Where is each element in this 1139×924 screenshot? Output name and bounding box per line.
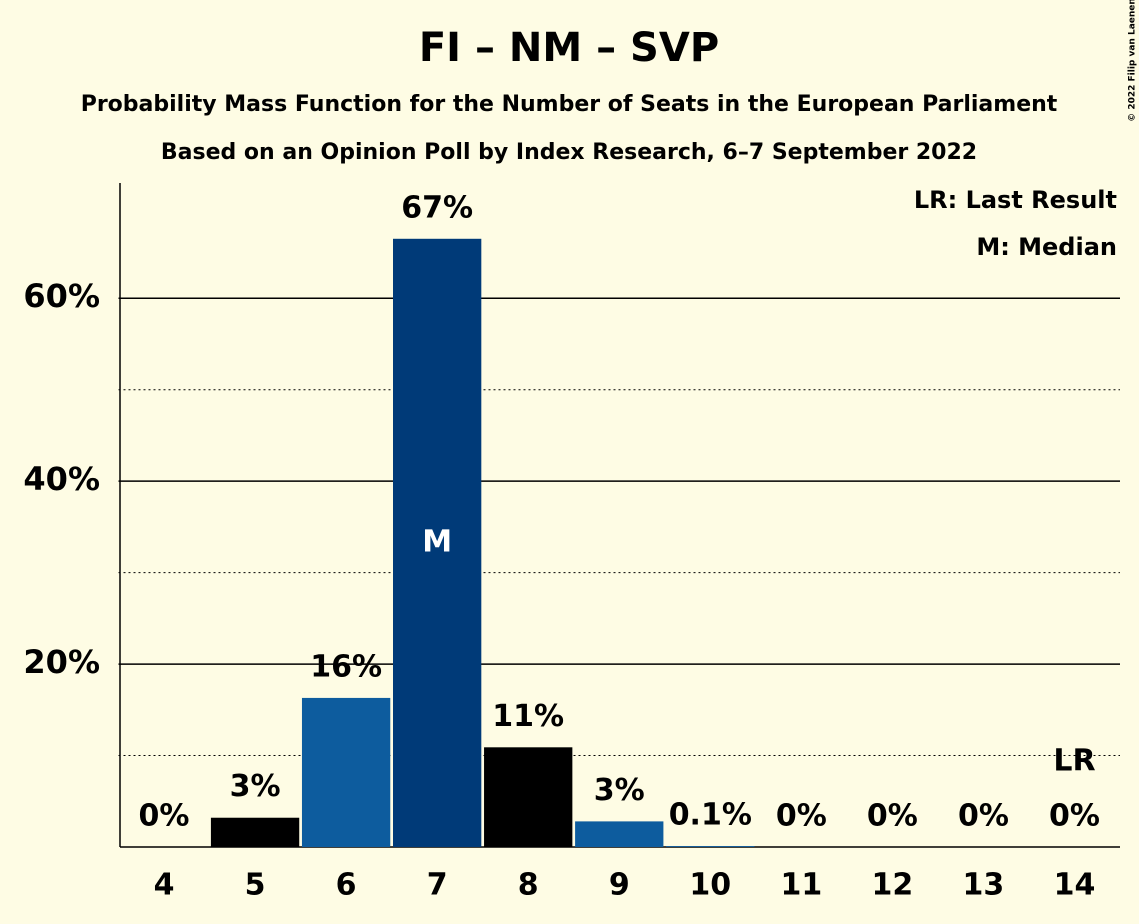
x-tick-label: 14 <box>1054 868 1096 903</box>
data-label: 0% <box>139 799 190 834</box>
chart-subtitle: Based on an Opinion Poll by Index Resear… <box>161 140 977 165</box>
bar <box>393 238 482 847</box>
data-label: 16% <box>310 649 382 684</box>
data-label: 0% <box>1049 799 1100 834</box>
bar <box>575 821 664 847</box>
x-tick-label: 7 <box>427 868 448 903</box>
x-tick-label: 9 <box>609 868 630 903</box>
data-label: 3% <box>230 769 281 804</box>
data-label: 0% <box>776 799 827 834</box>
data-label: 3% <box>594 773 645 808</box>
data-label: 67% <box>401 190 473 225</box>
y-tick-label: 40% <box>23 460 100 498</box>
chart-title: FI – NM – SVP <box>419 25 719 71</box>
data-label: 0.1% <box>669 798 752 833</box>
x-tick-label: 12 <box>872 868 914 903</box>
y-tick-label: 20% <box>23 643 100 681</box>
median-marker: M <box>422 524 452 559</box>
x-tick-label: 10 <box>689 868 731 903</box>
bar <box>301 697 391 847</box>
y-tick-label: 60% <box>23 277 100 315</box>
last-result-marker: LR <box>1053 744 1095 779</box>
copyright: © 2022 Filip van Laenen <box>1128 0 1138 122</box>
x-tick-label: 6 <box>336 868 357 903</box>
chart-subtitle: Probability Mass Function for the Number… <box>81 92 1058 117</box>
legend-entry: LR: Last Result <box>914 186 1117 214</box>
bar <box>484 747 573 847</box>
x-tick-label: 11 <box>780 868 822 903</box>
x-tick-label: 8 <box>518 868 539 903</box>
bar <box>210 817 300 847</box>
bar <box>666 846 755 847</box>
x-tick-label: 5 <box>245 868 266 903</box>
x-tick-label: 13 <box>963 868 1005 903</box>
x-tick-label: 4 <box>154 868 175 903</box>
data-label: 11% <box>492 699 564 734</box>
data-label: 0% <box>867 799 918 834</box>
data-label: 0% <box>958 799 1009 834</box>
legend-entry: M: Median <box>976 233 1117 261</box>
